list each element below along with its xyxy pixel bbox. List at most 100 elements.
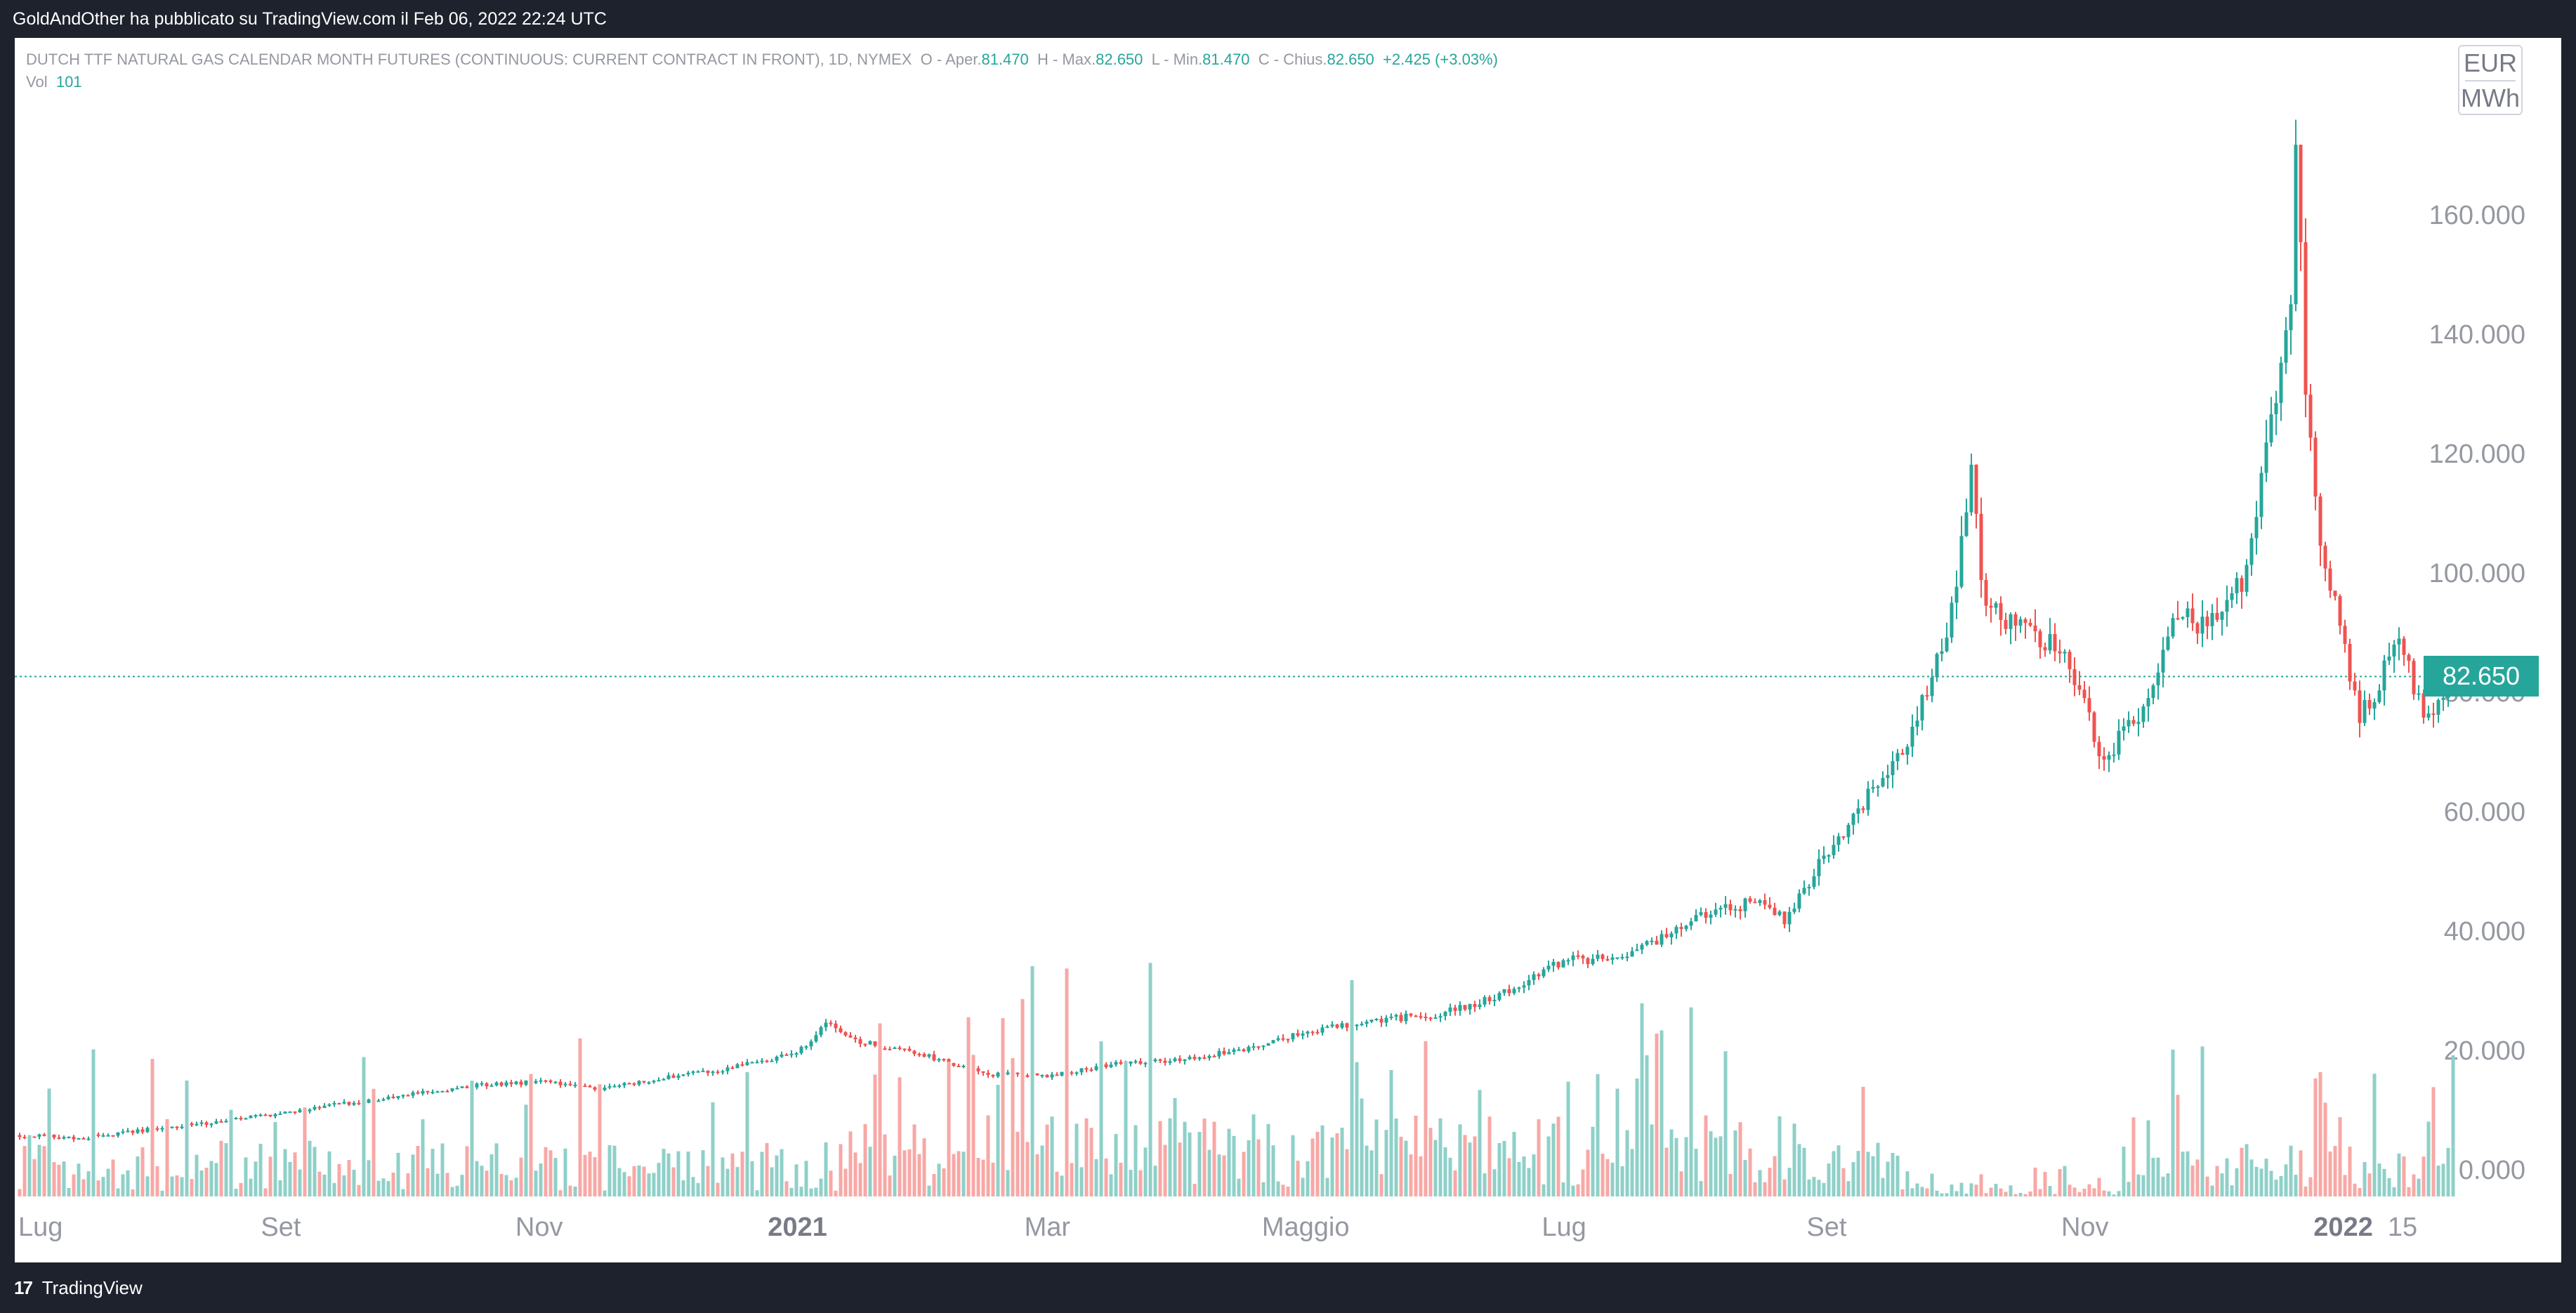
candle-body — [1384, 1017, 1388, 1023]
candle-body — [1360, 1024, 1364, 1026]
volume-bar — [863, 1123, 867, 1196]
candle-body — [1256, 1046, 1261, 1048]
candle-body — [1959, 536, 1964, 587]
volume-bar — [411, 1154, 415, 1196]
volume-bar — [1296, 1161, 1300, 1196]
volume-bar — [185, 1080, 189, 1196]
volume-bar — [1374, 1119, 1379, 1196]
volume-bar — [1630, 1149, 1634, 1196]
volume-bar — [1900, 1189, 1905, 1196]
volume-bar — [2146, 1120, 2150, 1196]
chart-panel[interactable]: 160.000140.000120.000100.00080.00060.000… — [15, 38, 2561, 1262]
volume-bar — [1202, 1119, 1207, 1196]
candlestick-chart[interactable]: 160.000140.000120.000100.00080.00060.000… — [15, 38, 2561, 1262]
candle-body — [332, 1103, 336, 1105]
candle-body — [1045, 1074, 1049, 1078]
candle-body — [622, 1083, 626, 1086]
candle-body — [888, 1048, 892, 1050]
candle-body — [219, 1121, 223, 1123]
candle-body — [2018, 619, 2023, 626]
candle-body — [1261, 1045, 1266, 1048]
candle-body — [32, 1136, 37, 1138]
candle-body — [961, 1065, 966, 1067]
candle-body — [2131, 720, 2136, 724]
volume-bar — [2264, 1159, 2268, 1196]
candle-body — [1930, 677, 1934, 697]
volume-bar — [1055, 1171, 1059, 1196]
volume-bar — [617, 1168, 622, 1196]
volume-bar — [1812, 1177, 1816, 1196]
candle-body — [1728, 904, 1733, 911]
volume-bar — [445, 1173, 449, 1196]
volume-bar — [966, 1017, 971, 1196]
candle-body — [1586, 958, 1590, 965]
volume-bar — [1846, 1181, 1851, 1196]
volume-bar — [2240, 1147, 2244, 1196]
volume-bar — [558, 1190, 563, 1196]
volume-bar — [1163, 1144, 1167, 1196]
volume-bar — [534, 1170, 538, 1196]
candle-body — [2254, 517, 2259, 539]
candle-body — [1168, 1061, 1172, 1063]
candle-body — [2072, 669, 2077, 685]
candle-body — [347, 1102, 351, 1105]
candle-body — [730, 1067, 735, 1069]
volume-bar — [1994, 1184, 1998, 1196]
candle-body — [539, 1080, 543, 1082]
x-tick-label: 2021 — [768, 1213, 827, 1242]
volume-bar — [165, 1119, 169, 1196]
volume-bar — [190, 1179, 194, 1196]
candle-body — [760, 1060, 764, 1062]
volume-bar — [804, 1161, 808, 1196]
volume-bar — [1404, 1140, 1408, 1196]
candle-body — [706, 1070, 710, 1074]
volume-bar — [1192, 1183, 1197, 1196]
candle-body — [1404, 1013, 1408, 1022]
volume-bar — [2254, 1166, 2259, 1196]
volume-bar — [199, 1170, 204, 1196]
candle-body — [2318, 496, 2322, 546]
candle-body — [1782, 911, 1787, 925]
candle-body — [416, 1092, 420, 1094]
candle-body — [1153, 1059, 1157, 1062]
candle-body — [1866, 789, 1870, 810]
candle-body — [824, 1022, 828, 1028]
candle-body — [1694, 915, 1698, 922]
volume-bar — [1463, 1135, 1467, 1196]
candle-body — [1910, 726, 1914, 747]
volume-bar — [332, 1182, 336, 1196]
candle-body — [465, 1086, 469, 1088]
candle-body — [902, 1048, 907, 1050]
y-tick-label: 40.000 — [2444, 917, 2525, 946]
candle-body — [2348, 644, 2352, 682]
volume-bar — [52, 1162, 56, 1196]
volume-bar — [1266, 1123, 1270, 1196]
x-tick-label: Maggio — [1262, 1213, 1350, 1242]
volume-bar — [2097, 1177, 2101, 1196]
candle-body — [2363, 699, 2367, 723]
volume-bar — [2171, 1049, 2175, 1196]
candle-body — [765, 1060, 769, 1062]
volume-bar — [1365, 1145, 1369, 1196]
volume-bar — [431, 1149, 435, 1196]
candle-body — [2058, 651, 2062, 654]
volume-bar — [1468, 1142, 1472, 1196]
volume-bar — [2186, 1151, 2190, 1196]
candle-body — [2112, 754, 2116, 756]
candle-body — [1192, 1057, 1197, 1060]
volume-bar — [1610, 1162, 1615, 1196]
volume-bar — [1409, 1154, 1413, 1196]
candle-body — [573, 1084, 577, 1086]
volume-bar — [2225, 1158, 2229, 1196]
volume-bar — [2235, 1168, 2239, 1196]
candle-body — [1940, 651, 1944, 654]
candle-body — [1733, 909, 1737, 911]
unit-selector[interactable]: EUR MWh — [2458, 45, 2523, 115]
candle-body — [1468, 1003, 1472, 1010]
candle-body — [1738, 909, 1742, 911]
unit-label: MWh — [2461, 84, 2520, 112]
candle-body — [1242, 1049, 1246, 1052]
volume-bar — [1714, 1137, 1718, 1196]
volume-bar — [2176, 1095, 2180, 1196]
volume-bar — [1099, 1041, 1103, 1196]
